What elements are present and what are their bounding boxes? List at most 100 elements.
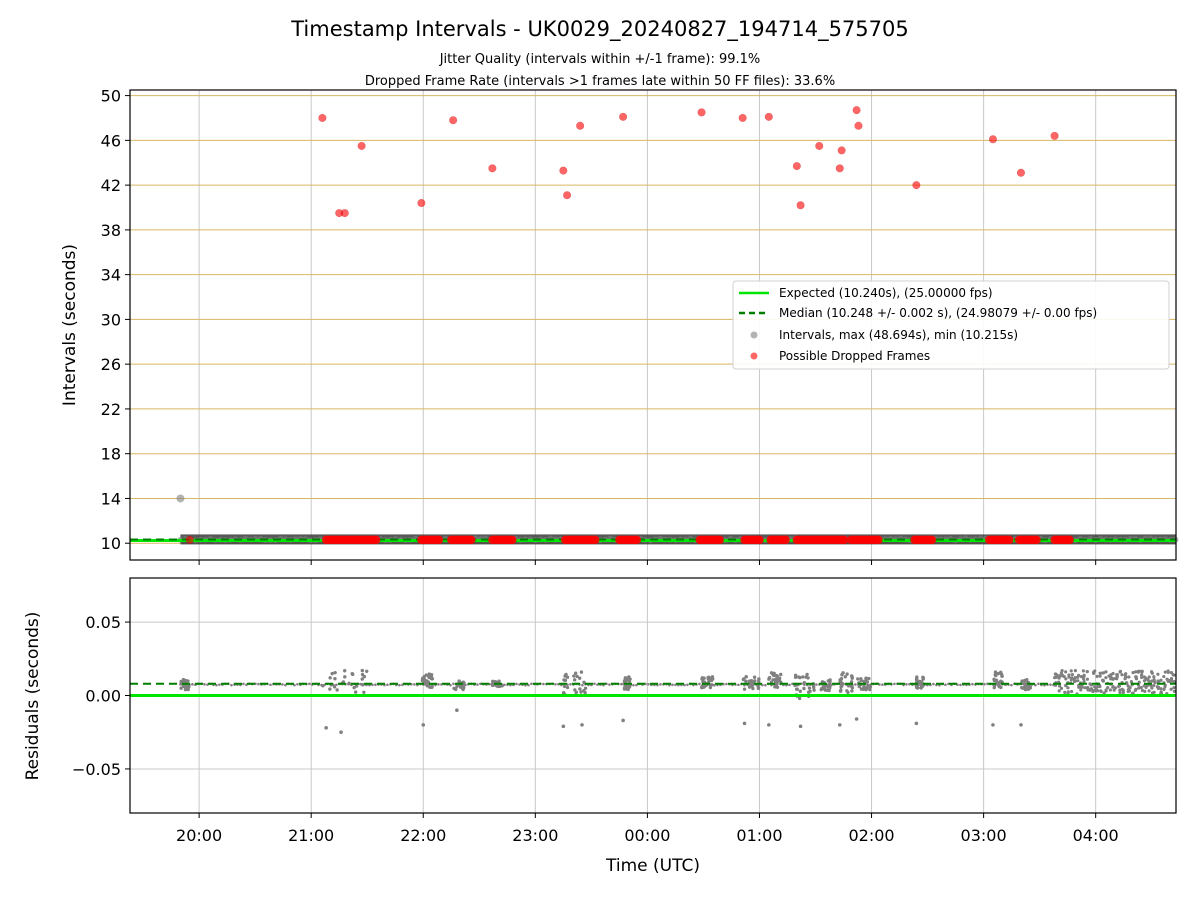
residual-point (742, 677, 746, 681)
residual-point (881, 683, 884, 686)
residual-point (686, 683, 689, 687)
residual-point (1111, 677, 1115, 681)
dropped-frame-baseline-point (840, 535, 849, 545)
residual-point (1147, 675, 1151, 679)
residual-point (424, 681, 429, 685)
intervals-panel: 10 14 18 22 26 30 34 38 42 46 50 Expected (10.240s)… (101, 87, 1179, 565)
residual-point (430, 685, 434, 690)
residual-point (453, 687, 458, 692)
residual-point (983, 682, 986, 686)
residual-point (626, 687, 630, 692)
residual-point (622, 685, 627, 690)
residual-point (804, 675, 808, 679)
residual-point (846, 690, 850, 695)
dropped-frame-baseline-point (467, 535, 476, 545)
residual-point (1000, 674, 1004, 678)
top-y-tick-label: 38 (101, 221, 121, 240)
residual-point (915, 675, 919, 679)
residual-point (805, 672, 809, 677)
residual-point (515, 682, 518, 686)
residual-point (360, 683, 365, 687)
residual-point (490, 683, 495, 687)
residual-point (1152, 679, 1157, 684)
residual-point (218, 683, 221, 686)
residual-point (1139, 685, 1143, 690)
residual-point (1150, 686, 1154, 690)
dropped-frame-point (563, 191, 572, 200)
residual-outlier-point (742, 721, 747, 726)
residual-point (1149, 683, 1153, 688)
residual-point (659, 683, 662, 686)
residual-point (794, 687, 799, 691)
legend-box (732, 280, 1170, 370)
residual-point (354, 684, 359, 688)
residual-point (308, 682, 311, 686)
residual-point (1057, 676, 1061, 680)
residuals-panel: 20:00 21:00 22:00 23:00 00:00 01:00 02:00 03:00… (72, 577, 1177, 845)
residual-point (708, 685, 713, 690)
residual-point (1104, 670, 1108, 674)
residual-point (1101, 678, 1105, 682)
x-tick-label: 23:00 (512, 826, 558, 845)
legend-dropped-label: Possible Dropped Frames (779, 349, 930, 363)
dropped-frame-baseline-point (371, 535, 381, 545)
residual-outlier-point (561, 724, 566, 729)
residual-point (971, 682, 974, 686)
residual-point (742, 687, 747, 691)
residual-point (868, 687, 872, 692)
residual-point (1054, 672, 1058, 677)
residual-point (1069, 678, 1073, 682)
residual-point (828, 680, 832, 684)
residual-point (797, 696, 802, 701)
residual-point (774, 683, 778, 687)
residual-point (632, 683, 635, 687)
top-y-axis-label: Intervals (seconds) (60, 244, 80, 406)
residual-point (1140, 673, 1144, 677)
residual-point (1064, 670, 1068, 674)
dropped-frame-point (357, 141, 366, 150)
residual-point (1126, 684, 1130, 688)
x-tick-label: 20:00 (176, 826, 222, 845)
residual-point (565, 685, 570, 690)
residual-point (351, 672, 355, 677)
residual-point (425, 684, 429, 688)
residual-point (753, 679, 757, 683)
residual-point (1079, 688, 1083, 692)
residual-point (1156, 679, 1160, 683)
dropped-frame-point (1050, 131, 1059, 140)
residual-point (476, 683, 479, 686)
residual-point (827, 688, 831, 693)
residual-point (769, 671, 774, 675)
residual-point (774, 677, 778, 681)
residual-point (332, 685, 337, 689)
dropped-frame-point (559, 166, 568, 175)
dropped-frame-point (988, 135, 997, 144)
residual-point (1150, 679, 1154, 683)
dropped-frame-point (576, 121, 585, 130)
residual-point (1098, 671, 1102, 675)
residual-point (839, 688, 843, 692)
residual-point (242, 682, 245, 686)
residual-point (1096, 689, 1100, 693)
residual-point (1066, 686, 1070, 690)
residual-point (627, 679, 632, 683)
dropped-frame-baseline-point (1005, 535, 1014, 545)
residual-outlier-point (421, 723, 426, 727)
residual-point (335, 683, 338, 687)
bottom-y-tick-label: 0.05 (85, 613, 121, 632)
residual-point (749, 679, 754, 683)
residual-point (530, 682, 533, 686)
dropped-frame-baseline-point (632, 535, 642, 545)
residual-point (1010, 683, 1013, 687)
residual-point (1140, 670, 1144, 674)
residual-point (1086, 685, 1090, 690)
residual-point (1162, 687, 1166, 692)
residual-point (1049, 683, 1052, 686)
residual-point (828, 682, 832, 686)
dropped-frame-baseline-point (927, 535, 937, 545)
residual-point (1070, 672, 1075, 677)
dropped-frame-point (912, 181, 921, 190)
residual-point (569, 682, 572, 686)
residual-point (700, 685, 704, 690)
residual-point (867, 676, 871, 681)
